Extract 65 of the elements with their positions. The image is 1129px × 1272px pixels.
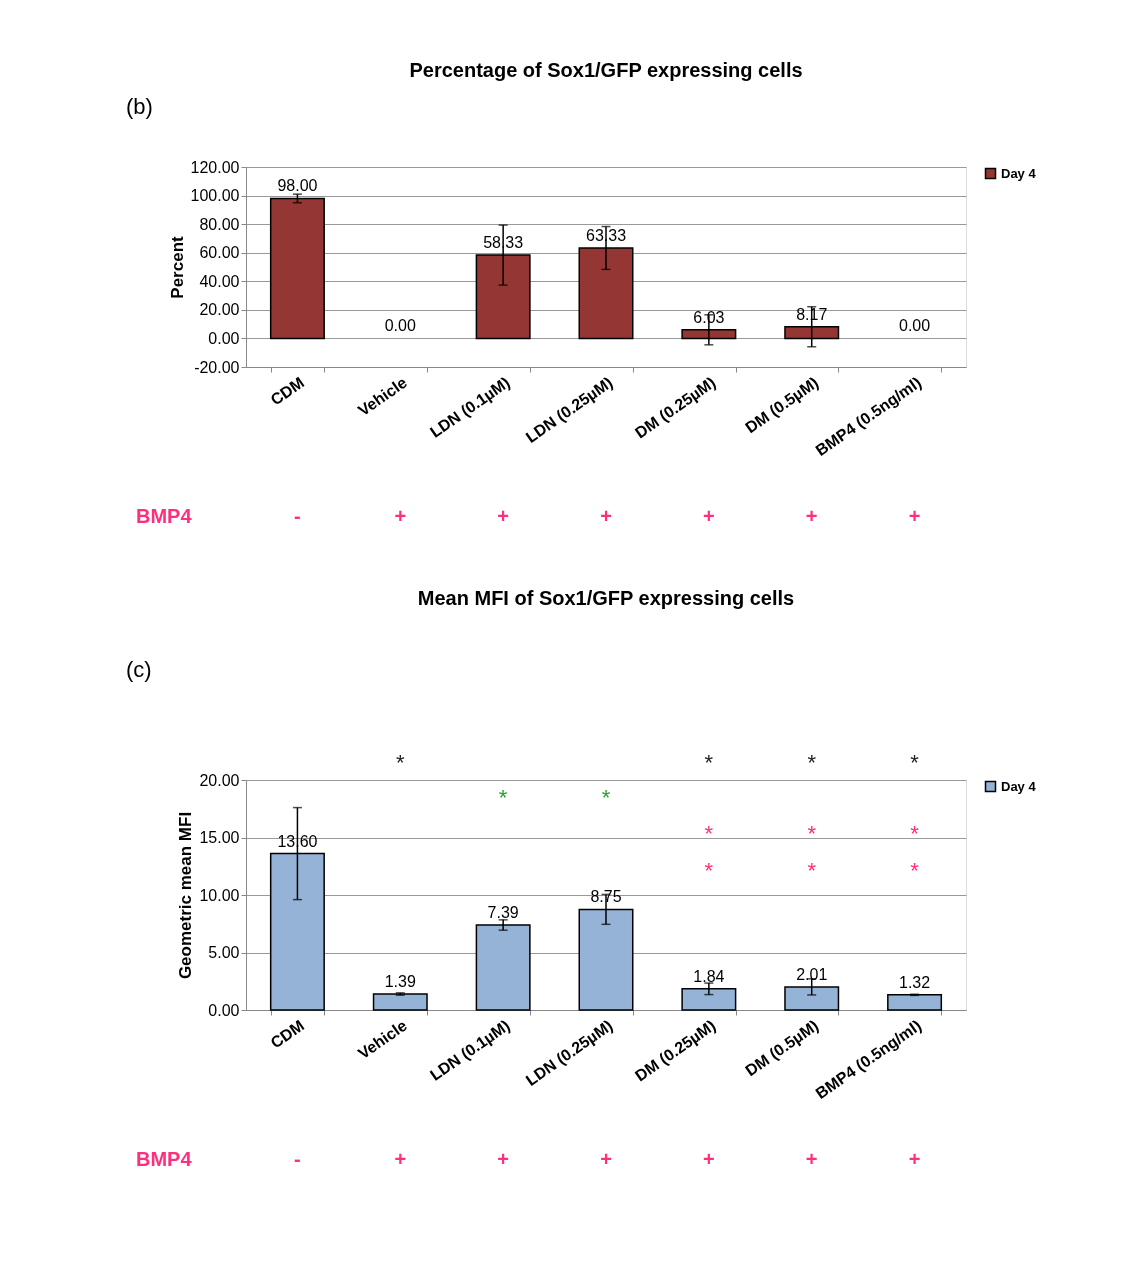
text: * [396,750,405,775]
bar [475,924,531,1011]
text: + [497,505,509,527]
bar [372,993,428,1011]
text: BMP4 [136,1148,193,1170]
y-tick-label: 0.00 [208,1001,240,1019]
y-tick-label: 0.00 [208,329,240,347]
data-label: 0.00 [899,317,931,335]
y-axis-title: Geometric mean MFI [176,811,196,980]
text: - [294,1148,301,1170]
legend-label: Day 4 [1001,165,1037,181]
data-label: 98.00 [277,177,318,195]
annotation: * [704,821,714,847]
text: + [908,505,921,527]
chart-title: Mean MFI of Sox1/GFP expressing cells [417,587,795,609]
x-tick-label: CDM [267,1016,308,1052]
annotation: * [498,784,508,810]
text: + [394,505,407,527]
annotation: * [807,858,817,884]
text: BMP4 [136,505,193,527]
y-tick-label: 5.00 [208,944,240,961]
data-label: 0.00 [384,317,416,335]
y-tick-label: 80.00 [199,215,240,233]
y-tick-label: 120.00 [190,158,240,176]
annotation: * [807,821,817,847]
y-tick-label: 20.00 [199,771,240,789]
text: (c) [126,657,152,682]
text: + [497,1148,509,1170]
y-axis-title: Percent [167,235,187,299]
y-tick-label: 20.00 [199,301,240,319]
text: (b) [126,94,153,119]
annotation: * [704,858,714,884]
text: + [805,1148,818,1170]
text: + [908,1148,921,1170]
x-tick-label: CDM [267,373,308,409]
chart-title: Percentage of Sox1/GFP expressing cells [409,59,803,81]
text: + [805,505,818,527]
y-tick-label: 60.00 [199,244,240,262]
data-label: 2.01 [796,965,828,983]
text: + [600,1148,612,1170]
text: + [703,505,715,527]
y-tick-label: 10.00 [199,886,240,904]
text: - [294,505,301,527]
legend-label: Day 4 [1001,778,1037,794]
data-label: 1.84 [693,967,725,985]
y-tick-label: -20.00 [194,358,240,376]
y-tick-label: 40.00 [199,272,240,290]
bar [269,197,325,340]
text: * [704,750,714,775]
data-label: 1.32 [899,973,931,991]
y-tick-label: 100.00 [190,187,240,205]
text: + [600,505,612,527]
annotation: * [910,821,920,847]
text: + [703,1148,715,1170]
data-label: 7.39 [487,904,519,922]
text: * [910,750,920,775]
y-tick-label: 15.00 [199,829,240,846]
data-label: 1.39 [384,973,416,991]
annotation: * [601,784,611,810]
text: * [807,750,817,775]
text: + [394,1148,407,1170]
annotation: * [910,858,920,884]
data-label: 8.75 [590,888,622,906]
bar [681,988,737,1011]
bar [887,994,943,1011]
